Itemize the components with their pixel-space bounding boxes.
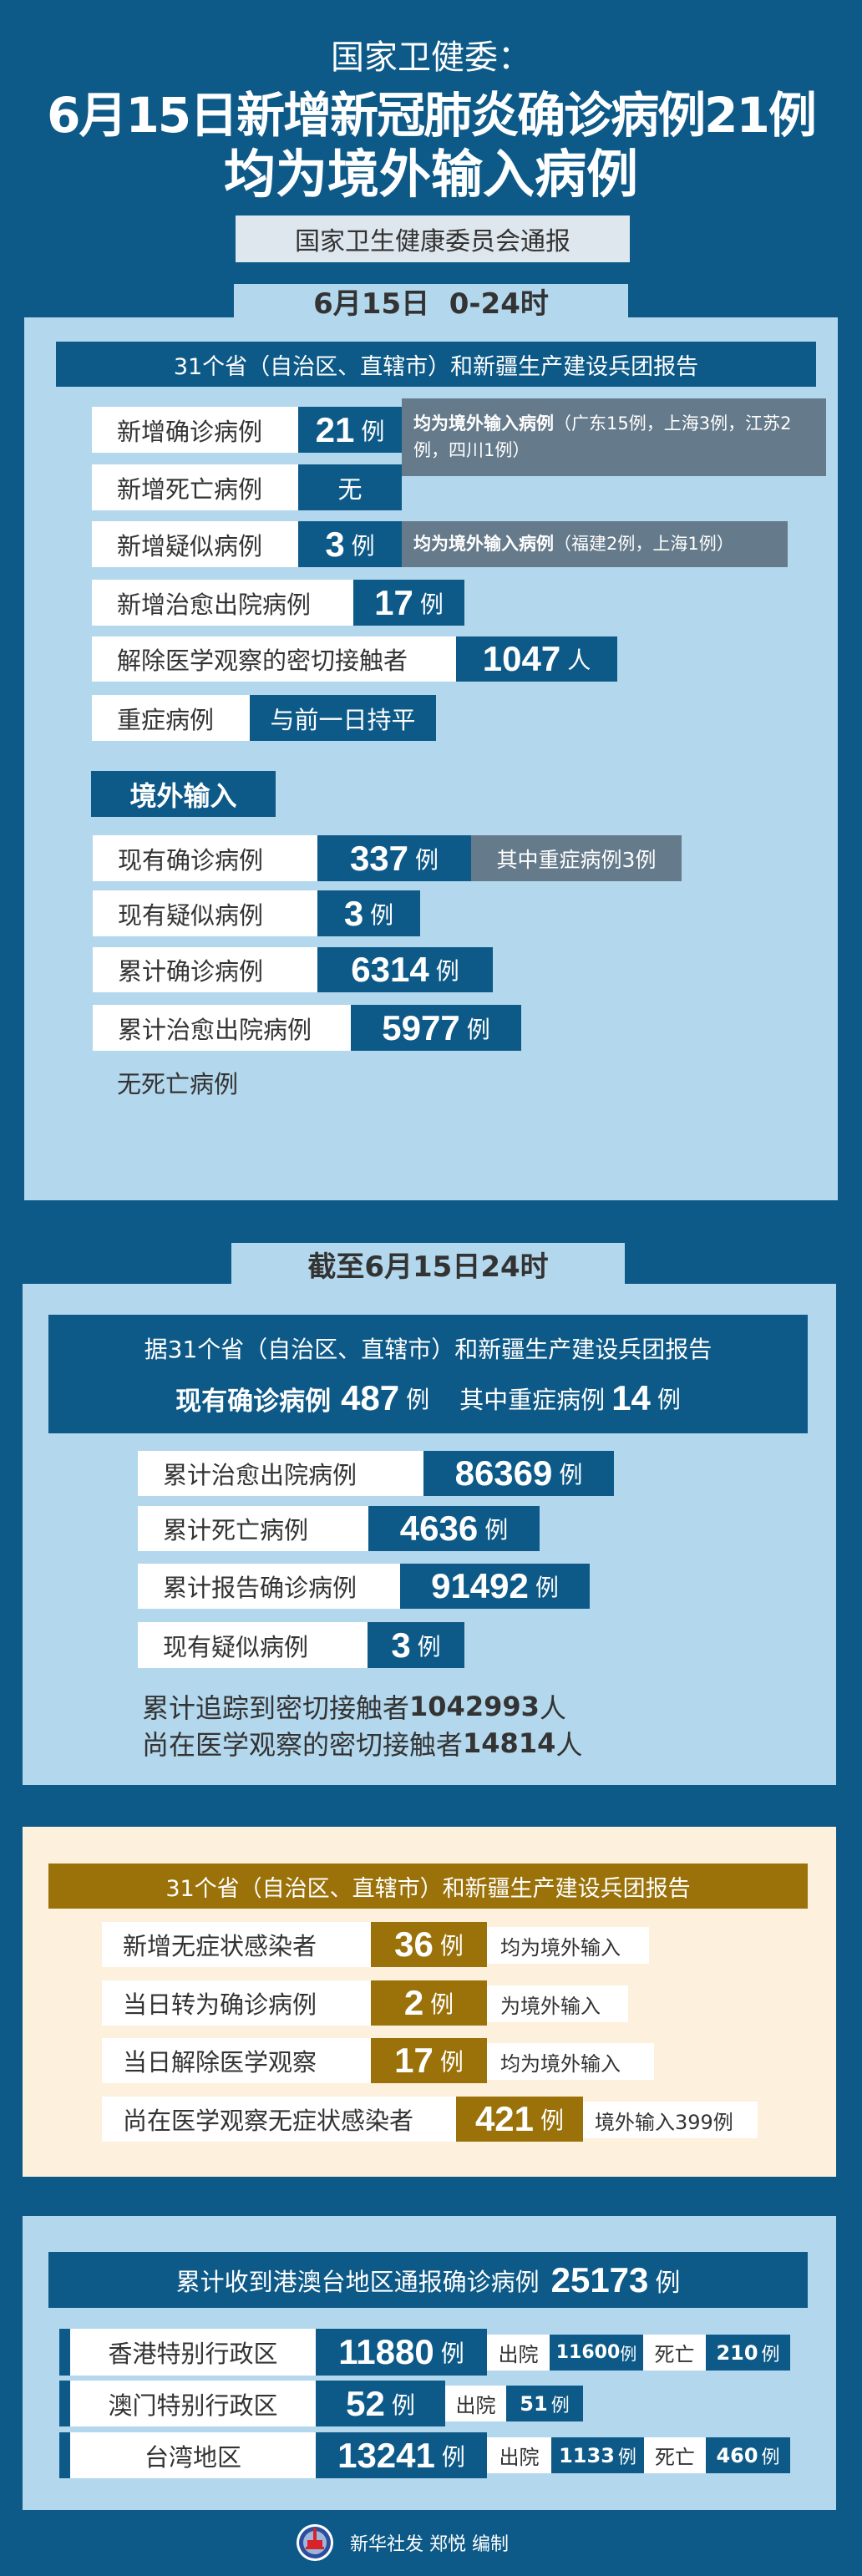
row-label: 新增死亡病例 (92, 464, 298, 510)
row-accent (59, 2329, 70, 2376)
row-note: 为境外输入 (487, 1985, 628, 2022)
footer-credit: 新华社发 郑悦 编制 (350, 2534, 509, 2555)
row-note: 均为境外输入 (487, 1927, 649, 1964)
source-badge: 国家卫生健康委员会通报 (236, 216, 630, 262)
row-value: 5977 例 (351, 1005, 521, 1051)
row-value: 与前一日持平 (250, 695, 436, 741)
row-value: 6314 例 (317, 947, 493, 992)
row-note: 均为境外输入 (487, 2043, 654, 2080)
row-label: 累计治愈出院病例 (93, 1005, 351, 1051)
row-label: 累计治愈出院病例 (138, 1451, 423, 1496)
daily-report-header: 31个省（自治区、直辖市）和新疆生产建设兵团报告 (56, 342, 816, 387)
row-label: 新增无症状感染者 (102, 1922, 371, 1967)
discharged-label: 出院 (445, 2386, 506, 2421)
row-label: 当日解除医学观察 (102, 2038, 371, 2083)
death-label: 死亡 (644, 2437, 706, 2473)
row-label: 现有疑似病例 (138, 1622, 368, 1668)
row-label: 重症病例 (92, 695, 250, 741)
row-value: 36 例 (371, 1922, 487, 1967)
row-note: 境外输入399例 (583, 2102, 758, 2138)
row-value: 421 例 (456, 2097, 583, 2142)
row-note: 均为境外输入病例（福建2例，上海1例） (402, 521, 788, 567)
xinhua-logo-icon (296, 2523, 334, 2562)
daily-tab: 6月15日 0-24时 (234, 284, 628, 321)
region-label: 澳门特别行政区 (70, 2381, 316, 2426)
row-label: 当日转为确诊病例 (102, 1980, 371, 2026)
row-accent (59, 2381, 70, 2426)
row-value: 无 (298, 464, 402, 510)
discharged-label: 出院 (487, 2437, 551, 2473)
cumulative-summary: 据31个省（自治区、直辖市）和新疆生产建设兵团报告 现有确诊病例 487 例 其… (48, 1315, 808, 1433)
imported-title: 境外输入 (91, 771, 276, 817)
row-value: 337 例 (317, 835, 471, 881)
row-label: 累计确诊病例 (93, 947, 317, 992)
region-label: 台湾地区 (70, 2432, 316, 2478)
page-title-line2: 均为境外输入病例 (223, 144, 638, 205)
row-value: 1047 人 (456, 636, 617, 682)
asymptomatic-header: 31个省（自治区、直辖市）和新疆生产建设兵团报告 (48, 1864, 808, 1909)
row-label: 尚在医学观察无症状感染者 (102, 2097, 456, 2142)
imported-footnote: 无死亡病例 (117, 1070, 239, 1098)
row-value: 4636 例 (368, 1506, 540, 1551)
hmt-header: 累计收到港澳台地区通报确诊病例 25173 例 (48, 2252, 808, 2308)
death-value: 210 例 (706, 2335, 790, 2371)
row-label: 解除医学观察的密切接触者 (92, 636, 456, 682)
contacts-observed: 尚在医学观察的密切接触者 14814 人 (142, 1727, 583, 1761)
row-label: 新增确诊病例 (92, 407, 298, 453)
region-label: 香港特别行政区 (70, 2329, 316, 2376)
kicker: 国家卫健委： (331, 38, 531, 77)
row-label: 新增疑似病例 (92, 521, 298, 567)
contacts-traced: 累计追踪到密切接触者 1042993 人 (142, 1691, 566, 1724)
region-value: 11880 例 (316, 2329, 487, 2376)
row-value: 91492 例 (400, 1564, 590, 1609)
death-label: 死亡 (643, 2335, 706, 2371)
row-value: 21 例 (298, 407, 402, 453)
region-value: 13241 例 (316, 2432, 487, 2478)
discharged-value: 1133 例 (551, 2437, 644, 2473)
region-value: 52 例 (316, 2381, 445, 2426)
row-note: 其中重症病例3例 (471, 835, 682, 881)
row-label: 现有疑似病例 (93, 890, 317, 936)
row-label: 累计报告确诊病例 (138, 1564, 400, 1609)
row-label: 新增治愈出院病例 (92, 580, 353, 626)
row-label: 现有确诊病例 (93, 835, 317, 881)
row-value: 17 例 (353, 580, 464, 626)
discharged-value: 11600 例 (550, 2335, 643, 2371)
row-accent (59, 2432, 70, 2478)
cumulative-tab: 截至6月15日24时 (231, 1243, 625, 1285)
row-value: 17 例 (371, 2038, 487, 2083)
death-value: 460 例 (706, 2437, 790, 2473)
row-value: 86369 例 (423, 1451, 614, 1496)
row-label: 累计死亡病例 (138, 1506, 368, 1551)
discharged-value: 51 例 (506, 2386, 583, 2421)
row-note: 均为境外输入病例（广东15例，上海3例，江苏2例，四川1例） (402, 398, 826, 476)
page-title-line1: 6月15日新增新冠肺炎确诊病例21例 (47, 87, 817, 144)
discharged-label: 出院 (487, 2335, 550, 2371)
